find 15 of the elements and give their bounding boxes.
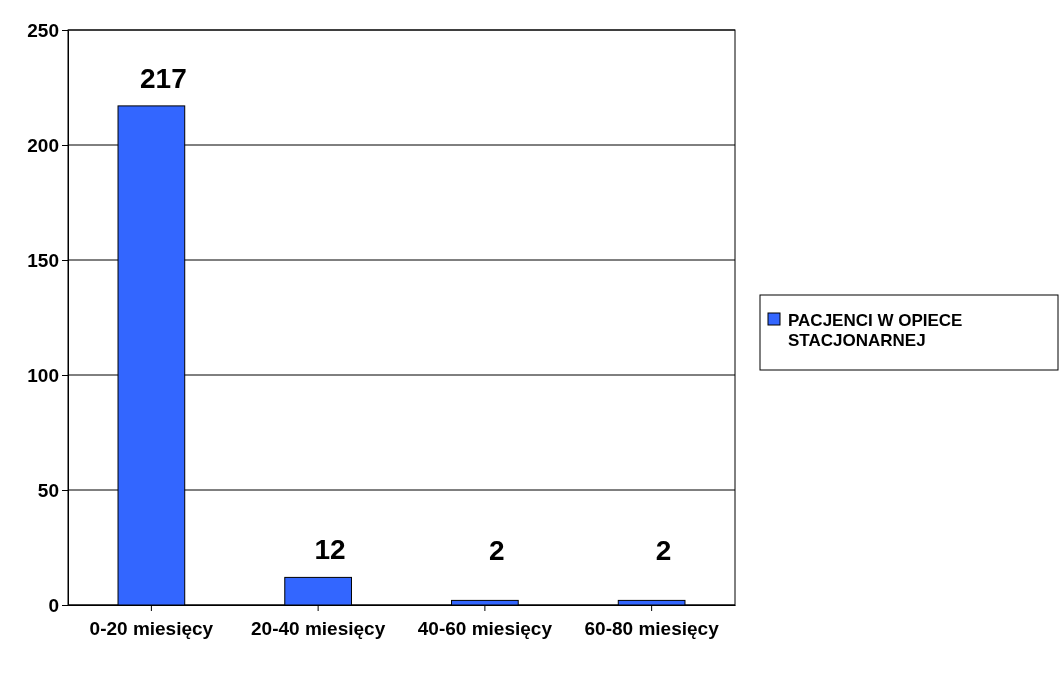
- y-tick-label: 200: [27, 134, 59, 156]
- data-label: 2: [655, 535, 672, 566]
- x-tick-label: 60-80 miesięcy: [584, 617, 720, 639]
- y-tick-label: 100: [27, 364, 59, 386]
- data-label: 217: [140, 62, 187, 94]
- data-label: 12: [314, 534, 346, 566]
- y-tick-label: 250: [27, 19, 59, 41]
- legend-label: PACJENCI W OPIECE STACJONARNEJ: [788, 311, 963, 351]
- data-label: 2: [489, 535, 505, 566]
- y-tick-label: 50: [37, 479, 59, 501]
- x-tick-label: 40-60 miesięcy: [417, 617, 553, 639]
- x-tick-label: 0-20 miesięcy: [89, 617, 214, 639]
- y-tick-label: 0: [48, 594, 59, 616]
- x-tick-label: 20-40 miesięcy: [251, 617, 386, 639]
- y-tick-label: 150: [27, 249, 59, 271]
